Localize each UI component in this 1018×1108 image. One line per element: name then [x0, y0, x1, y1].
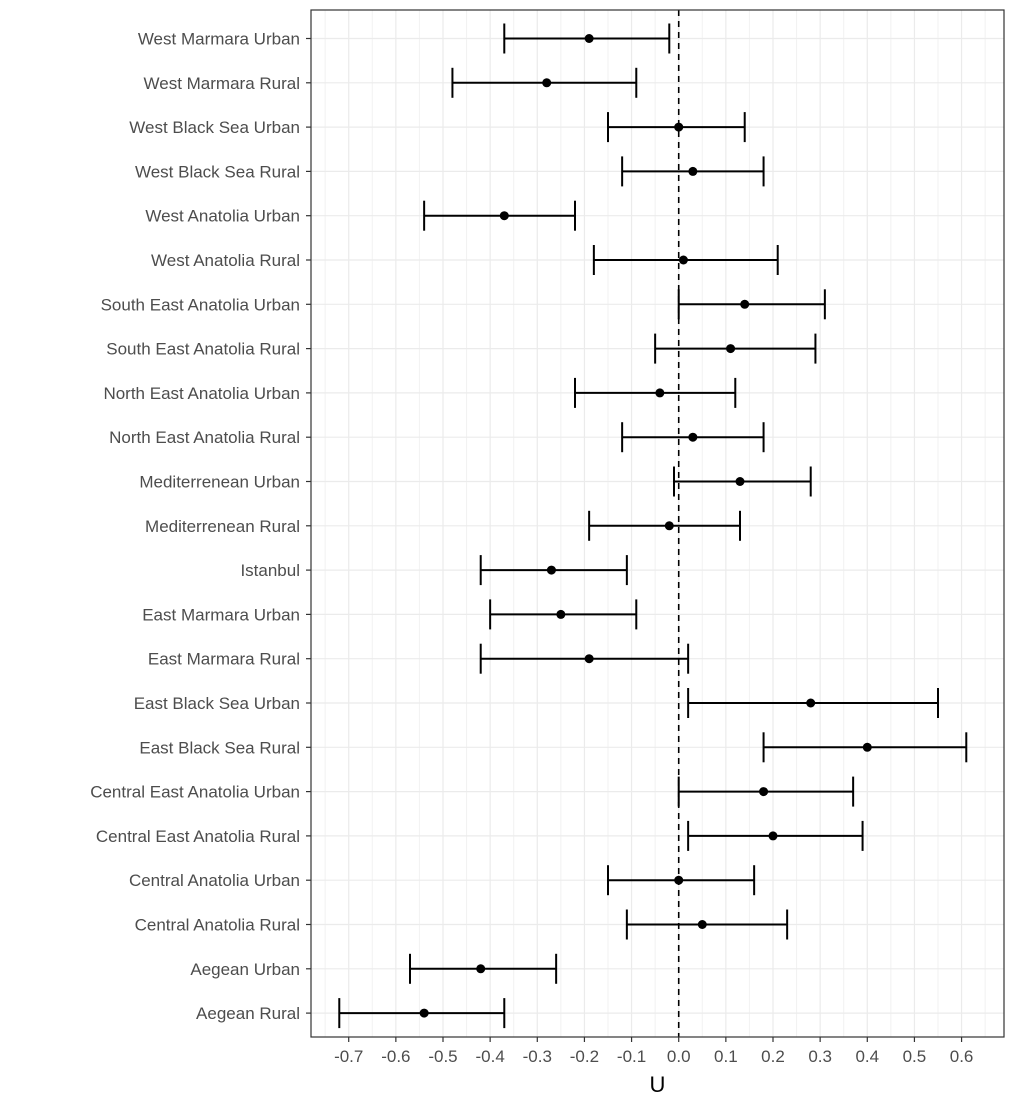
category-label: Aegean Rural	[196, 1004, 300, 1023]
grid-lines	[311, 10, 1004, 1037]
category-label: Mediterrenean Rural	[145, 517, 300, 536]
point-estimate	[674, 122, 684, 132]
error-bar-group	[621, 422, 765, 453]
error-bar-group	[677, 776, 855, 807]
error-bar-group	[607, 112, 746, 143]
x-axis-title: U	[650, 1072, 666, 1097]
x-tick-label: -0.4	[475, 1047, 504, 1066]
error-bar-group	[654, 333, 817, 364]
point-estimate	[674, 875, 684, 885]
error-bar-group	[489, 599, 638, 630]
x-tick-label: -0.7	[334, 1047, 363, 1066]
error-bar-group	[479, 643, 690, 674]
x-tick-label: -0.6	[381, 1047, 410, 1066]
category-label: Central Anatolia Urban	[129, 871, 300, 890]
point-estimate	[678, 255, 688, 265]
error-bar-group	[588, 510, 741, 541]
error-bar-group	[503, 23, 671, 54]
category-label: Istanbul	[240, 561, 300, 580]
category-label: East Black Sea Urban	[134, 694, 300, 713]
x-tick-label: -0.5	[428, 1047, 457, 1066]
x-tick-label: 0.1	[714, 1047, 738, 1066]
category-label: West Black Sea Rural	[135, 162, 300, 181]
category-label: East Marmara Rural	[148, 650, 300, 669]
category-label: South East Anatolia Rural	[106, 340, 300, 359]
category-label: Mediterrenean Urban	[139, 473, 300, 492]
plot-marks	[338, 10, 968, 1037]
error-bar-group	[409, 953, 558, 984]
point-estimate	[584, 34, 594, 43]
x-tick-label: 0.5	[903, 1047, 927, 1066]
point-estimate	[476, 964, 486, 974]
error-bar-group	[621, 156, 765, 187]
point-estimate	[759, 787, 769, 797]
x-tick-label: 0.2	[761, 1047, 785, 1066]
error-bar-group	[625, 909, 789, 940]
error-bar-group	[762, 732, 968, 763]
x-tick-label: -0.1	[617, 1047, 646, 1066]
category-label: West Anatolia Rural	[151, 251, 300, 270]
point-estimate	[499, 211, 509, 221]
x-tick-label: -0.3	[523, 1047, 552, 1066]
category-label: East Black Sea Rural	[139, 738, 300, 757]
x-tick-label: 0.6	[950, 1047, 974, 1066]
point-estimate	[664, 521, 674, 531]
category-label: West Black Sea Urban	[129, 118, 300, 137]
point-estimate	[697, 920, 707, 929]
error-bar-group	[423, 200, 576, 231]
x-tick-label: 0.4	[855, 1047, 879, 1066]
category-label: West Anatolia Urban	[145, 207, 300, 226]
category-label: Central East Anatolia Rural	[96, 827, 300, 846]
error-bar-group	[574, 377, 737, 408]
category-label: South East Anatolia Urban	[101, 295, 300, 314]
x-tick-label: 0.3	[808, 1047, 832, 1066]
point-estimate	[546, 565, 556, 575]
error-bar-group	[338, 998, 506, 1029]
point-estimate	[726, 344, 736, 354]
category-label: East Marmara Urban	[142, 605, 300, 624]
axis-labels: West Marmara Urban West Marmara Rural West…	[90, 30, 973, 1067]
error-bar-group	[677, 289, 826, 320]
point-estimate	[806, 698, 816, 708]
category-label: North East Anatolia Urban	[103, 384, 300, 403]
error-bar-group	[451, 67, 638, 98]
point-estimate	[740, 299, 750, 309]
point-estimate	[688, 166, 698, 176]
category-label: West Marmara Urban	[138, 30, 300, 49]
point-estimate	[419, 1008, 429, 1018]
point-estimate	[862, 742, 872, 752]
error-bar-group	[687, 688, 939, 718]
error-bar-group	[479, 555, 628, 586]
error-bar-group	[592, 245, 779, 275]
category-label: West Marmara Rural	[144, 74, 301, 93]
error-bar-group	[687, 820, 864, 851]
category-label: Aegean Urban	[190, 960, 300, 979]
category-label: North East Anatolia Rural	[109, 428, 300, 447]
plot-panel-border	[310, 9, 1005, 1038]
point-estimate	[556, 609, 566, 619]
point-estimate	[584, 654, 594, 664]
error-bar-group	[607, 865, 756, 896]
point-estimate	[735, 477, 745, 486]
point-estimate	[688, 432, 698, 442]
point-estimate	[542, 78, 552, 88]
point-estimate	[655, 388, 665, 398]
category-label: Central East Anatolia Urban	[90, 783, 300, 802]
error-bar-group	[673, 466, 812, 497]
plot-panel-background	[311, 10, 1004, 1037]
x-tick-label: -0.2	[570, 1047, 599, 1066]
point-estimate	[768, 831, 778, 841]
category-label: Central Anatolia Rural	[135, 916, 300, 935]
x-tick-label: 0.0	[667, 1047, 691, 1066]
